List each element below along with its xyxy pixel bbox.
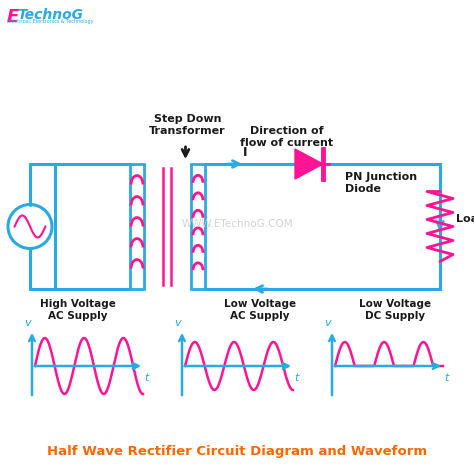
- Text: Electrical, Electronics & Technology: Electrical, Electronics & Technology: [7, 19, 93, 24]
- Text: Low Voltage
DC Supply: Low Voltage DC Supply: [359, 299, 431, 320]
- Text: High Voltage
AC Supply: High Voltage AC Supply: [40, 299, 116, 320]
- Polygon shape: [295, 149, 323, 179]
- Text: Step Down
Transformer: Step Down Transformer: [149, 114, 226, 136]
- Text: Low Voltage
AC Supply: Low Voltage AC Supply: [224, 299, 296, 320]
- Text: v: v: [325, 318, 331, 328]
- Text: Half Wave Rectifier Circuit Diagram and Waveform: Half Wave Rectifier Circuit Diagram and …: [47, 446, 427, 458]
- Text: WWW.ETechnoG.COM: WWW.ETechnoG.COM: [181, 219, 293, 229]
- Text: I: I: [243, 146, 247, 159]
- Text: v: v: [25, 318, 31, 328]
- Bar: [130, 164, 144, 289]
- Text: t: t: [294, 373, 298, 383]
- Text: TechnoG: TechnoG: [17, 8, 83, 22]
- Text: PN Junction
Diode: PN Junction Diode: [345, 172, 417, 193]
- Text: t: t: [444, 373, 448, 383]
- Text: E: E: [7, 8, 19, 26]
- Text: v: v: [175, 318, 182, 328]
- Text: Load: Load: [456, 213, 474, 224]
- Text: Direction of
flow of current: Direction of flow of current: [240, 127, 334, 148]
- Text: t: t: [144, 373, 148, 383]
- Bar: [191, 164, 205, 289]
